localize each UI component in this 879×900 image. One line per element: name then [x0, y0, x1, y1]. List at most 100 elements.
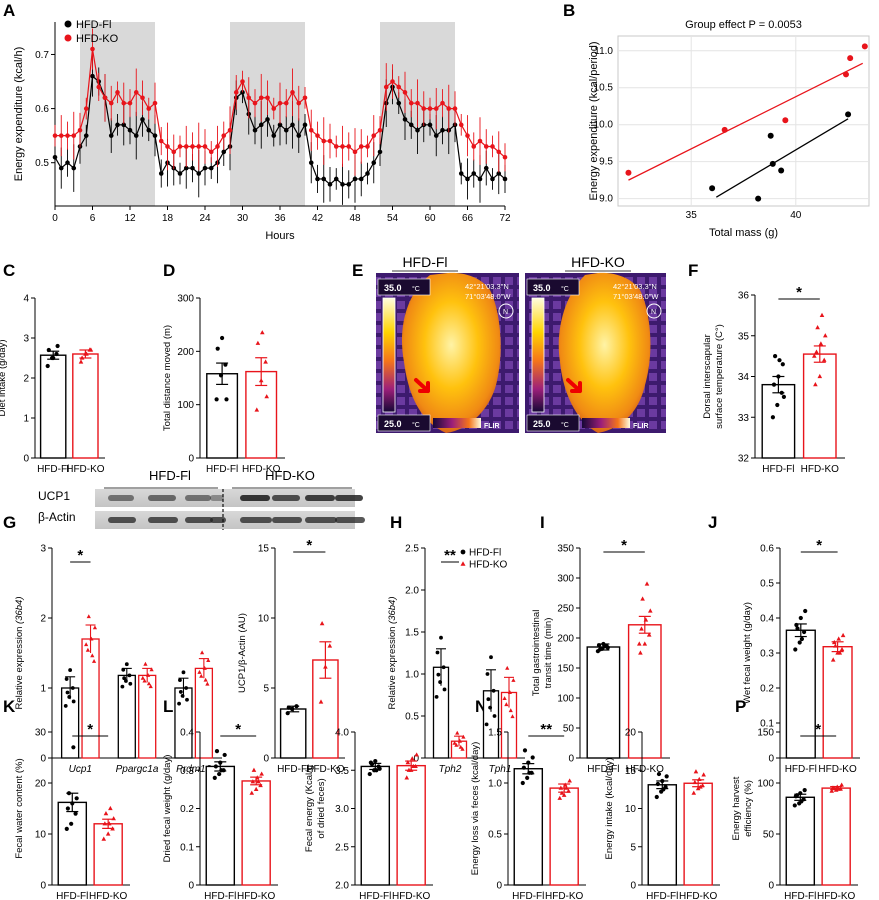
thermal-hbar-fl — [433, 418, 481, 428]
chart-a-point-0-42 — [315, 176, 320, 182]
compass-icon-fl — [498, 303, 514, 319]
chart-j-ylabel: Wet fecal weight (g/day) — [742, 602, 753, 704]
chart-i-sig-mark: * — [621, 537, 627, 554]
chart-a-point-1-71 — [496, 149, 502, 155]
panel-label-j: J — [708, 513, 717, 532]
chart-b-xlabel: Total mass (g) — [709, 227, 778, 239]
chart-g1-point-1-0-4 — [124, 662, 129, 667]
chart-o-bar-1 — [683, 782, 713, 886]
chart-c-bar-1 — [72, 353, 99, 459]
chart-a-point-1-36 — [277, 100, 283, 106]
panel-label-l: L — [163, 697, 173, 716]
chart-m-point-1-6 — [406, 767, 412, 772]
chart-l-point-1-2 — [258, 782, 263, 788]
chart-j-point-1-7 — [837, 650, 843, 655]
chart-a-point-0-69 — [483, 165, 489, 171]
chart-i-point-1-2 — [646, 632, 652, 637]
chart-a-point-1-5 — [83, 106, 89, 111]
chart-j-y-tick-label-5: 0.5 — [760, 579, 774, 590]
thermal-min-ko: 25.0 — [533, 419, 551, 429]
chart-g1-point-2-0-3 — [178, 678, 182, 683]
chart-p-sig-mark: * — [815, 721, 821, 738]
chart-i-bar-0 — [586, 646, 621, 759]
chart-o-y-tick-label-2: 10 — [625, 804, 637, 815]
chart-d-point-0-5 — [224, 397, 229, 402]
chart-k-y-tick-label-3: 30 — [35, 728, 47, 739]
chart-j-y-tick-label-1: 0.1 — [760, 719, 774, 730]
chart-a-point-0-70 — [490, 176, 495, 182]
chart-f-point-1-6 — [815, 325, 820, 330]
chart-g-gene-expression: 0 1 2 3 Relative expression (36b4) Ucp1 * Pparg… — [14, 544, 222, 775]
chart-b-point-1-1 — [721, 126, 728, 133]
chart-i-y-tick-label-7: 350 — [557, 544, 574, 555]
chart-h-y-tick-label-0: 0 — [413, 754, 419, 765]
chart-b-y-tick-label-4: 11.0 — [594, 46, 613, 57]
chart-a-point-0-49 — [358, 176, 364, 182]
thermal-coord-lon-fl: 71°03'48.0"W — [465, 292, 511, 301]
chart-i-ylabel-line2: transit time (min) — [543, 618, 554, 689]
chart-g1-point-2-1-5 — [203, 677, 208, 682]
chart-k-sig-mark: * — [87, 721, 93, 738]
chart-f-point-0-2 — [779, 390, 784, 395]
chart-p-point-1-5 — [839, 782, 844, 787]
chart-j-y-tick-label-3: 0.3 — [760, 649, 774, 660]
chart-d-y-tick-label-1: 100 — [177, 400, 194, 411]
panel-label-h: H — [390, 513, 402, 532]
chart-a-point-1-63 — [446, 106, 452, 111]
chart-g1-point-2-1-0 — [205, 681, 210, 686]
chart-p-y-tick-label-2: 100 — [757, 779, 774, 790]
chart-a-point-1-53 — [383, 84, 389, 90]
chart-l-y-tick-label-0: 0 — [188, 881, 194, 892]
chart-m-point-1-3 — [405, 760, 411, 765]
chart-g1-category-0: Ucp1 — [69, 764, 92, 775]
chart-a-point-0-23 — [196, 171, 202, 176]
chart-g2-xlabel-0: HFD-Fl — [277, 764, 309, 775]
chart-d-point-0-4 — [220, 335, 225, 341]
chart-o-xlabel-0: HFD-Fl — [646, 891, 678, 900]
chart-i-point-0-5 — [605, 645, 610, 650]
chart-m-ylabel-line1: Fecal energy (Kcal/g — [304, 765, 315, 852]
chart-i-xlabel-1: HFD-KO — [626, 764, 665, 775]
chart-a-legend-marker-0 — [64, 20, 72, 28]
blot-band-actin-5 — [272, 517, 302, 523]
chart-n-point-1-6 — [559, 790, 565, 795]
chart-a-point-1-19 — [171, 149, 177, 155]
chart-f-point-1-8 — [812, 353, 817, 358]
chart-j-point-1-2 — [839, 646, 845, 652]
chart-h-tph-expression: 0 0.5 1.0 1.5 2.0 2.5 Relative expression (36b… — [387, 544, 525, 775]
chart-a-x-tick-label-5: 30 — [237, 213, 249, 224]
chart-l-xlabel-1: HFD-KO — [237, 891, 276, 900]
chart-a-point-1-69 — [483, 144, 489, 149]
panel-label-c: C — [3, 261, 15, 280]
thermal-colorbar-ko — [531, 297, 545, 413]
chart-o-bar-0 — [647, 784, 678, 886]
chart-d-ylabel: Total distance moved (m) — [162, 325, 173, 431]
blot-row-ucp1: UCP1 — [38, 489, 70, 503]
blot-band-actin-2 — [185, 517, 213, 523]
chart-p-point-0-5 — [802, 788, 807, 793]
chart-h-y-tick-label-5: 2.5 — [405, 544, 419, 555]
chart-i-point-1-7 — [644, 581, 650, 586]
chart-a-point-1-30 — [240, 79, 245, 84]
chart-n-y-tick-label-2: 1.0 — [488, 779, 502, 790]
chart-k-point-0-6 — [66, 791, 72, 796]
blot-band-ucp1-0 — [108, 495, 134, 501]
chart-k-point-1-1 — [105, 831, 111, 836]
panel-label-f: F — [688, 261, 698, 280]
chart-f-y-tick-label-2: 34 — [738, 372, 750, 383]
chart-p-point-0-0 — [792, 803, 797, 808]
chart-j-point-0-2 — [802, 629, 807, 635]
chart-a-point-0-25 — [208, 165, 214, 171]
chart-a-point-1-60 — [427, 106, 433, 111]
chart-a-point-0-32 — [252, 127, 258, 133]
chart-a-point-1-10 — [115, 90, 120, 95]
chart-p-xlabel-0: HFD-Fl — [784, 891, 816, 900]
red-arrow-icon-fl — [414, 378, 430, 393]
chart-h-point-1-0-5 — [492, 714, 497, 718]
chart-g1-point-2-1-3 — [206, 658, 211, 663]
chart-i-point-0-7 — [602, 644, 607, 649]
chart-a-point-0-46 — [340, 182, 345, 187]
chart-k-point-1-5 — [111, 816, 116, 821]
chart-k-y-tick-label-1: 10 — [35, 830, 47, 841]
chart-a-point-0-20 — [177, 171, 183, 176]
